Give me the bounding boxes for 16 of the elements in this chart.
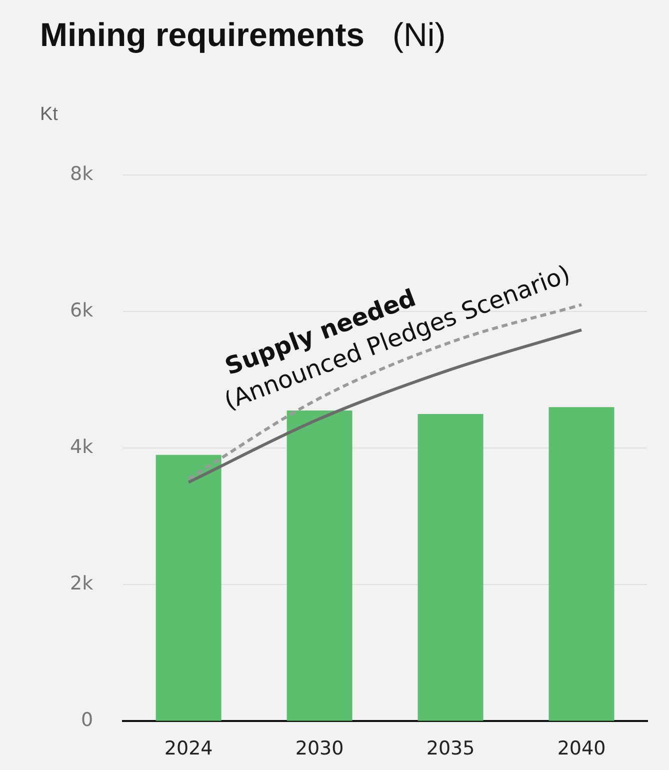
y-tick-label: 6k	[70, 299, 94, 322]
x-tick-label: 2035	[426, 738, 475, 760]
y-tick-label: 8k	[70, 162, 94, 185]
chart-subtitle: (Ni)	[392, 16, 446, 53]
x-tick-label: 2030	[295, 738, 344, 760]
y-tick-label: 4k	[70, 436, 94, 458]
bar	[418, 414, 484, 721]
chart-title: Mining requirements	[40, 16, 365, 53]
y-tick-label: 0	[81, 709, 94, 732]
bar	[548, 407, 614, 721]
bar	[156, 454, 222, 721]
x-tick-label: 2024	[164, 738, 213, 760]
x-tick-label: 2040	[557, 738, 606, 760]
y-axis-title: Kt	[40, 104, 58, 126]
bar	[286, 410, 352, 721]
y-tick-label: 2k	[70, 572, 94, 595]
